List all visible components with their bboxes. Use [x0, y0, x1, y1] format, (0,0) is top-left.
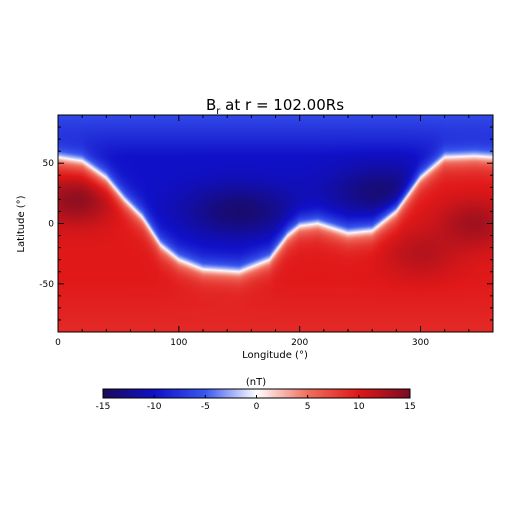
colorbar-tick-label: -15	[96, 402, 111, 412]
colorbar-image	[103, 389, 410, 398]
x-tick-label: 0	[55, 338, 61, 348]
y-axis-ticks: -50 0 50	[39, 114, 493, 333]
title-suffix: at r = 102.00Rs	[220, 96, 344, 114]
y-tick-label: 50	[43, 159, 55, 169]
colorbar-tick-label: 0	[254, 402, 260, 412]
colorbar-label: (nT)	[246, 377, 266, 388]
colorbar-canvas-holder	[103, 389, 410, 398]
heatmap-canvas-holder	[58, 115, 493, 332]
title-main: B	[206, 96, 216, 114]
colorbar-tick-label: -5	[201, 402, 210, 412]
colorbar-tick-label: 15	[404, 402, 415, 412]
colorbar-tick-label: -10	[147, 402, 162, 412]
y-axis-label: Latitude (°)	[16, 195, 27, 252]
y-tick-label: 0	[48, 220, 54, 230]
x-tick-label: 100	[170, 338, 187, 348]
colorbar-tick-label: 10	[353, 402, 365, 412]
heatmap-image	[58, 115, 493, 332]
plot-area: 0 100 200 300 -50 0 50	[39, 114, 494, 348]
x-tick-label: 300	[412, 338, 429, 348]
x-tick-label: 200	[291, 338, 308, 348]
colorbar: (nT) -15 -10 -5 0 5 10 15	[96, 377, 416, 412]
y-tick-label: -50	[39, 280, 54, 290]
colorbar-ticks: -15 -10 -5 0 5 10 15	[96, 395, 416, 412]
x-axis-label: Longitude (°)	[242, 350, 308, 361]
chart-title: Br at r = 102.00Rs	[206, 96, 344, 117]
title-subscript: r	[216, 106, 221, 117]
colorbar-tick-label: 5	[305, 402, 311, 412]
